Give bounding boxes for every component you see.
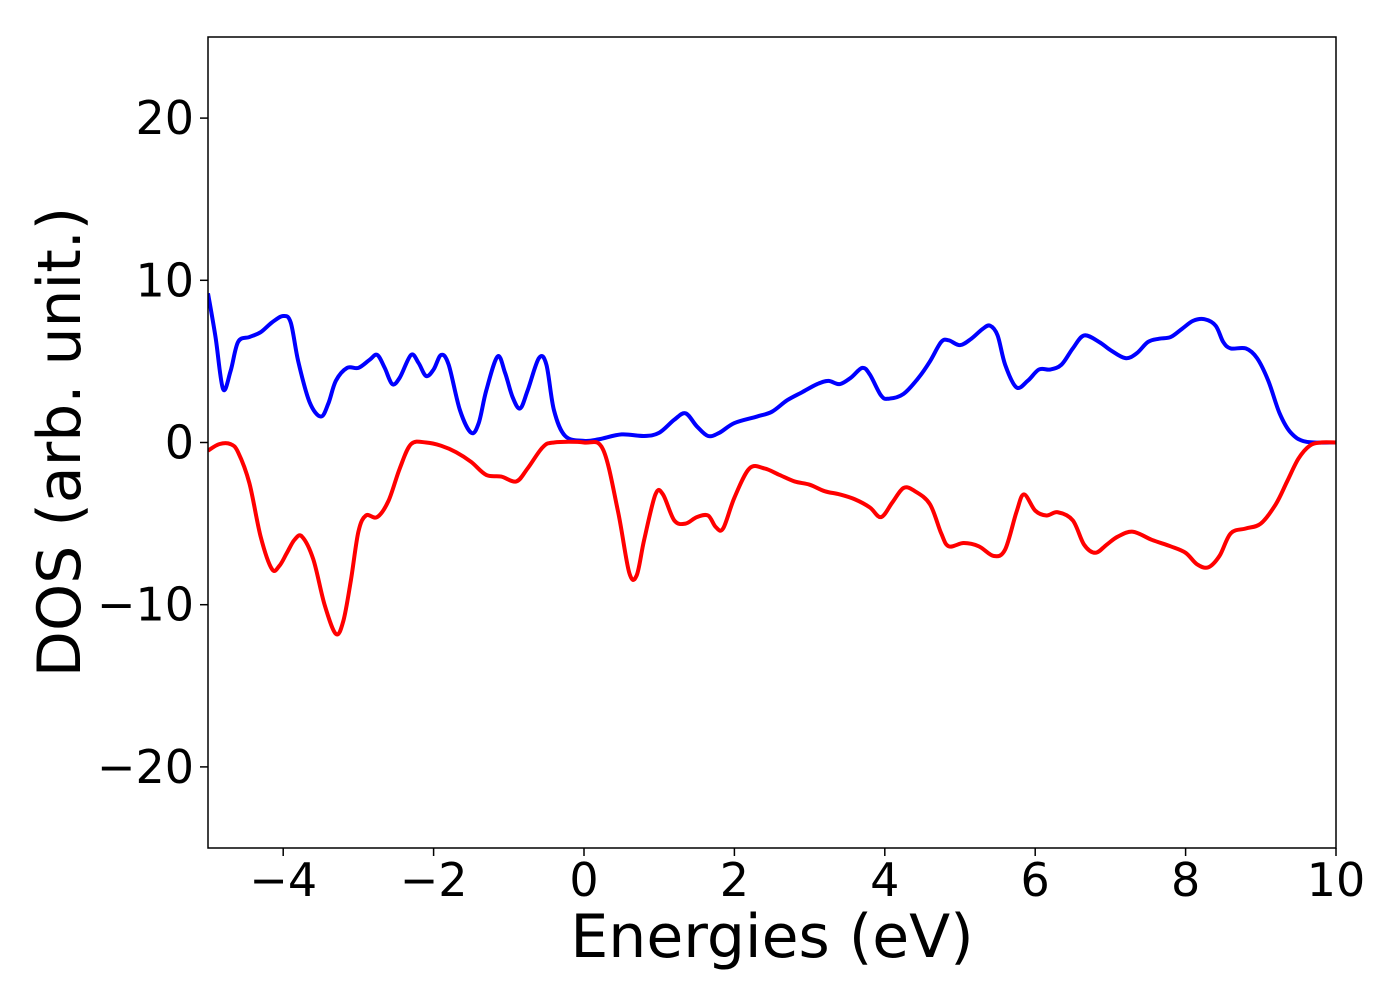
x-axis-label: Energies (eV) [570,902,973,972]
y-tick-label: 20 [135,91,194,145]
x-tick-label: 6 [1021,853,1050,907]
dos-series-blue-line [208,292,1336,445]
y-tick-label: 10 [135,253,194,307]
plot-frame [207,36,1337,849]
x-tick-label: 8 [1171,853,1200,907]
y-tick-label: −10 [97,578,194,632]
y-tick-label: 0 [165,416,194,470]
y-axis-label: DOS (arb. unit.) [25,207,95,677]
x-tick-label: 2 [720,853,749,907]
dos-series-red-line [208,439,1336,637]
x-tick-label: 4 [870,853,899,907]
series-layer [208,292,1336,637]
x-tick-label: −2 [400,853,468,907]
x-tick-label: 0 [569,853,598,907]
x-tick-label: −4 [249,853,317,907]
y-tick-label: −20 [97,740,194,794]
x-tick-label: 10 [1307,853,1366,907]
